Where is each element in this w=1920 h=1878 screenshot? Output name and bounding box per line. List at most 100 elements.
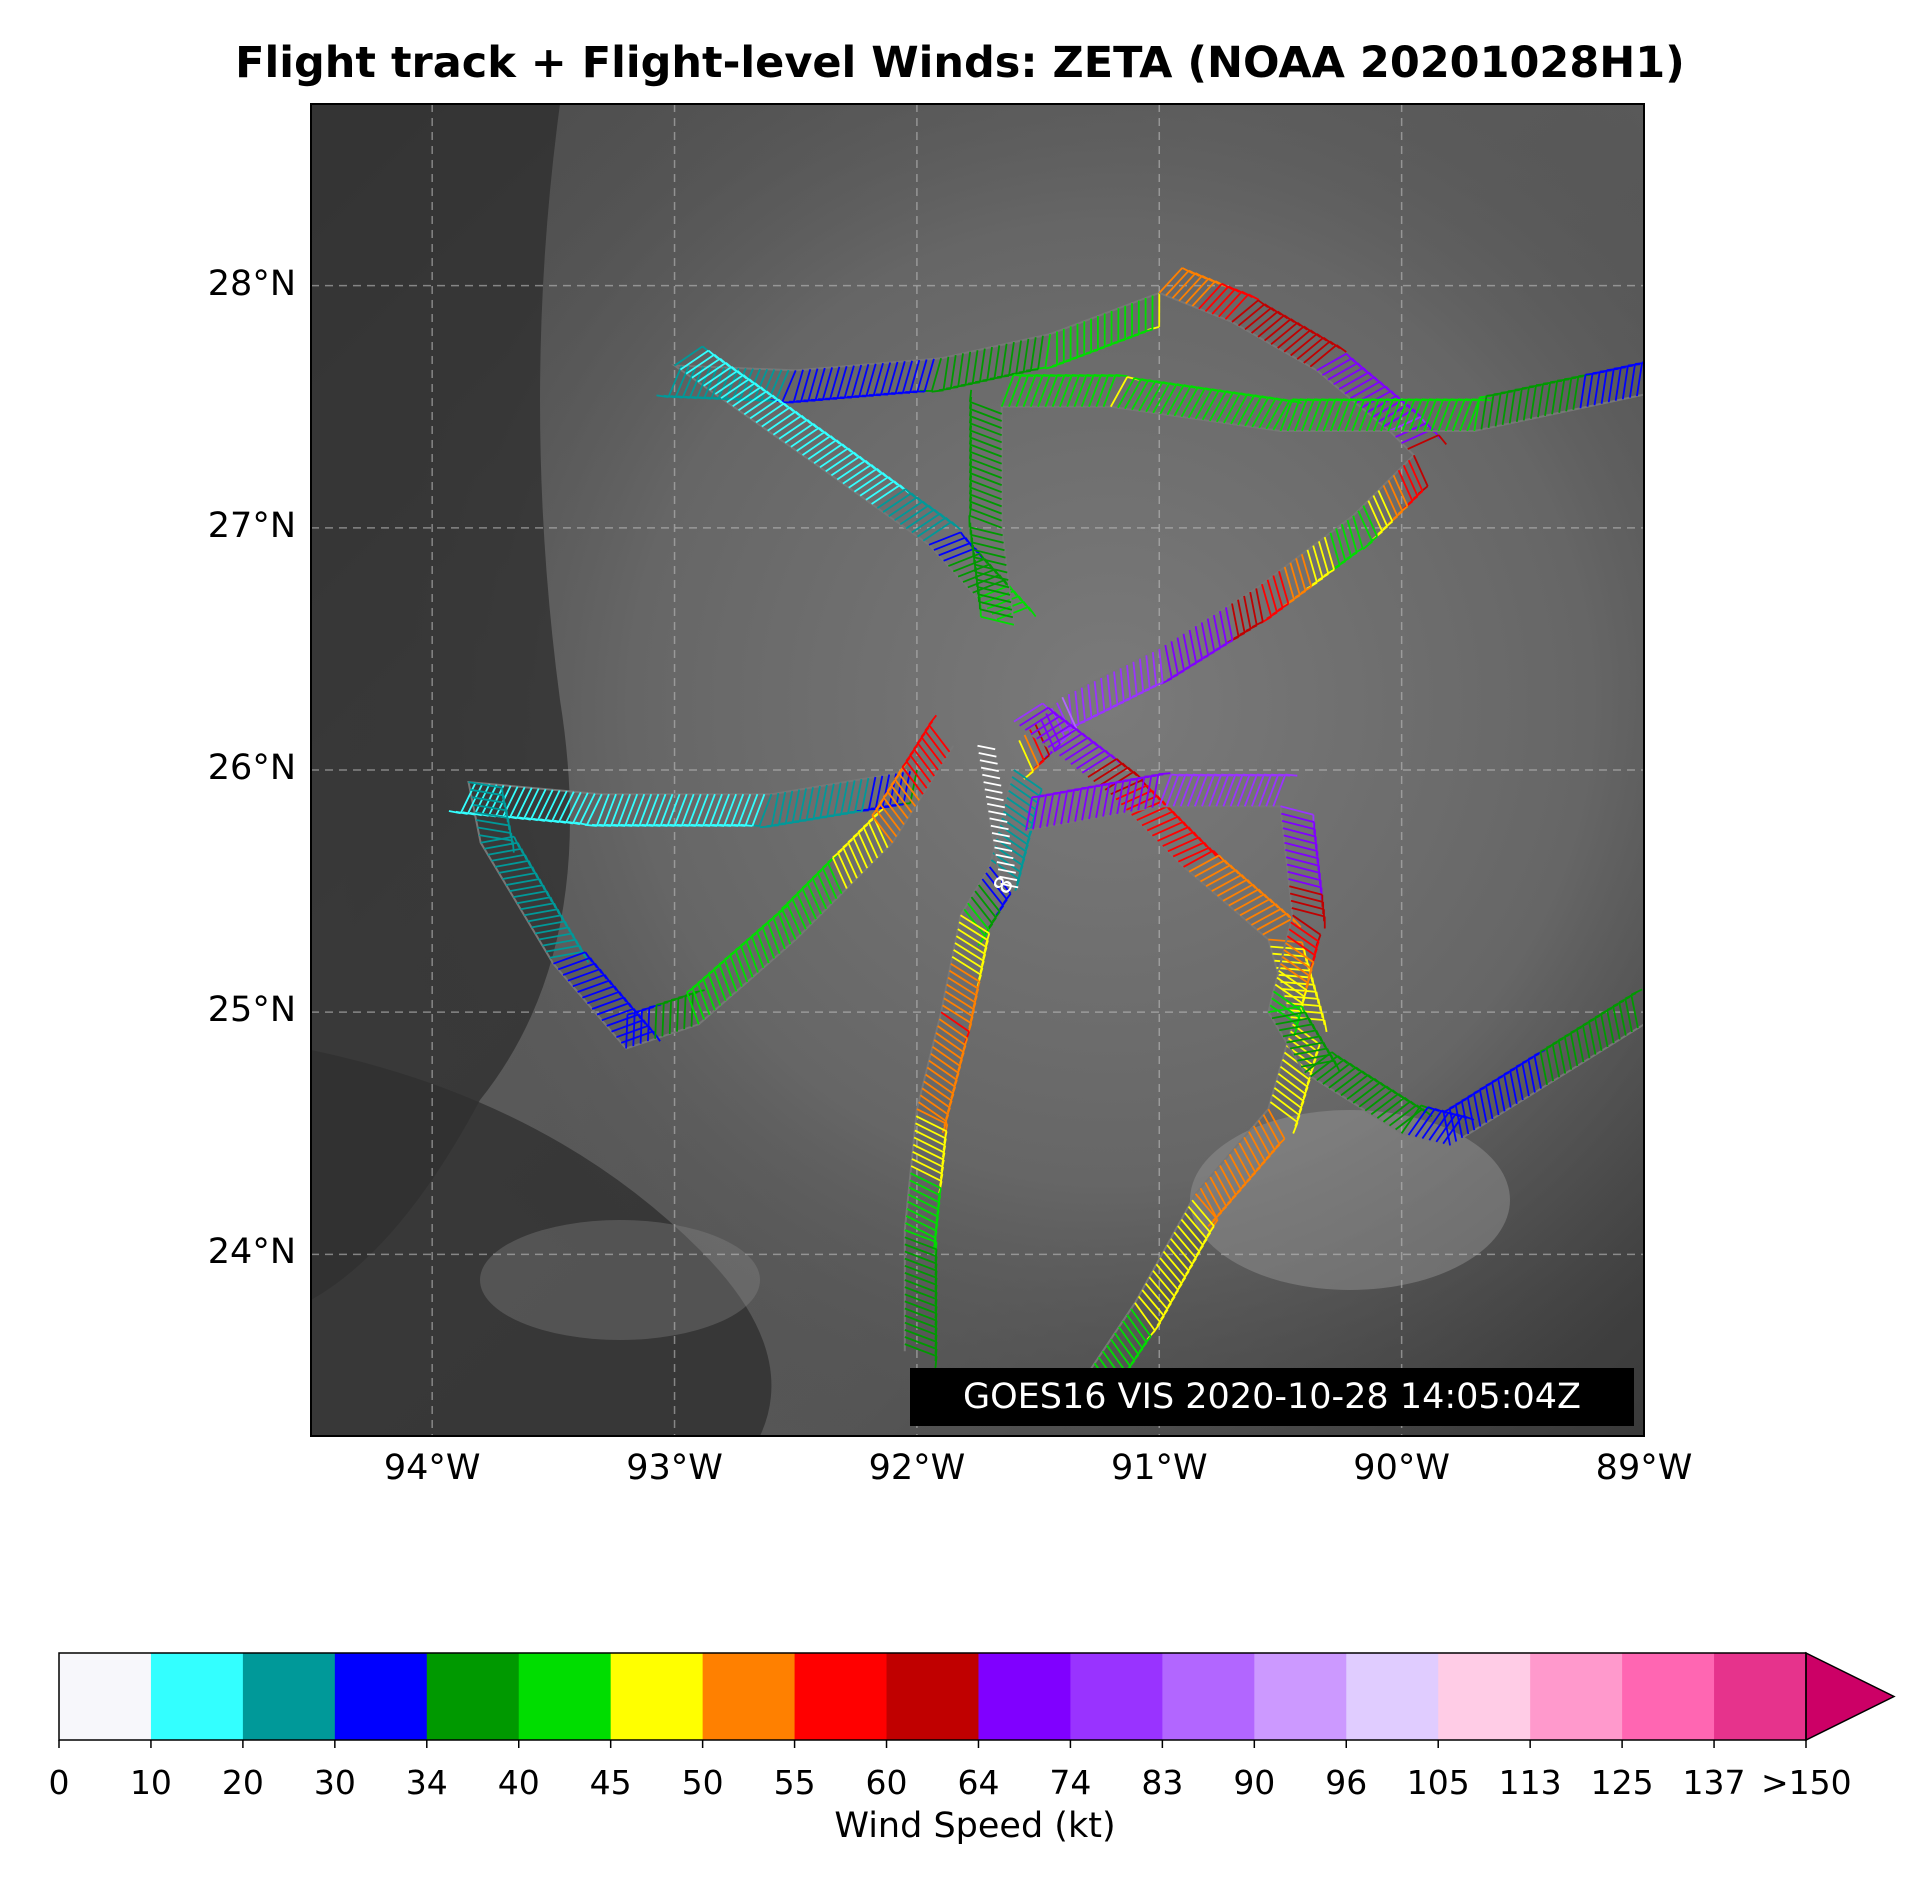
wind-barb xyxy=(1106,674,1112,709)
wind-barb xyxy=(1029,374,1044,408)
wind-barb xyxy=(933,536,966,551)
wind-barb xyxy=(1126,665,1132,699)
wind-barb xyxy=(1289,892,1324,903)
wind-barb xyxy=(1229,774,1244,807)
wind-barb xyxy=(979,759,998,765)
track-line xyxy=(1000,393,1644,625)
wind-barb xyxy=(1286,1035,1321,1044)
wind-barb xyxy=(475,819,510,827)
wind-barb xyxy=(1278,969,1308,991)
wind-barb xyxy=(1629,363,1636,398)
wind-barb xyxy=(1225,607,1234,641)
wind-barb xyxy=(1282,827,1317,838)
wind-barb xyxy=(897,772,920,801)
wind-barb xyxy=(1322,398,1337,432)
wind-barb xyxy=(813,443,843,464)
wind-barb xyxy=(716,793,730,827)
wind-barb xyxy=(480,835,515,844)
wind-barb xyxy=(1304,1051,1333,1074)
wind-barb xyxy=(860,777,870,812)
wind-barb xyxy=(874,775,884,810)
wind-barb xyxy=(1080,687,1086,722)
wind-barb xyxy=(1308,398,1323,432)
track-segment-north-loop-west xyxy=(656,291,1161,626)
wind-barb xyxy=(1166,1244,1190,1272)
wind-barb xyxy=(801,435,832,456)
wind-barb xyxy=(1224,293,1250,320)
wind-barb xyxy=(1283,834,1317,845)
wind-barb xyxy=(969,400,1003,415)
wind-barb xyxy=(772,414,803,436)
wind-barb xyxy=(1337,398,1351,432)
wind-barb xyxy=(558,791,575,823)
wind-barb xyxy=(743,394,773,416)
wind-barb xyxy=(1109,781,1118,816)
wind-barb xyxy=(1382,1100,1412,1123)
wind-barb xyxy=(964,351,972,386)
wind-barb xyxy=(1437,398,1452,432)
colorbar-frame xyxy=(58,1652,1807,1741)
wind-barb xyxy=(946,983,976,1004)
wind-barb xyxy=(1487,394,1495,429)
wind-barb xyxy=(967,902,990,931)
wind-barb xyxy=(894,778,917,807)
wind-barb xyxy=(952,558,986,573)
wind-barb xyxy=(1185,277,1210,305)
wind-barb xyxy=(1401,398,1416,432)
wind-barb xyxy=(1025,796,1034,831)
wind-barb xyxy=(986,346,993,381)
wind-barb xyxy=(842,463,872,485)
wind-barb xyxy=(933,1039,963,1061)
wind-barb xyxy=(913,1136,945,1154)
wind-barb xyxy=(1293,1047,1328,1056)
wind-barb xyxy=(1340,524,1353,558)
wind-barb xyxy=(881,774,891,809)
wind-barb xyxy=(1271,1011,1306,1020)
lat-tick-label: 27°N xyxy=(207,505,296,546)
wind-barb xyxy=(616,1024,649,1039)
wind-barb xyxy=(806,882,823,915)
wind-barb xyxy=(1191,280,1216,307)
wind-barb xyxy=(1338,371,1370,390)
wind-barb xyxy=(1214,1170,1233,1202)
wind-barb xyxy=(1588,1021,1597,1055)
wind-barb xyxy=(1485,1085,1494,1120)
wind-barb-flag xyxy=(1014,879,1021,892)
colorbar-tick-label: 83 xyxy=(1141,1763,1184,1802)
wind-barb xyxy=(915,1115,948,1133)
wind-barb xyxy=(586,793,603,826)
wind-barb xyxy=(978,752,997,758)
wind-barb xyxy=(923,1080,953,1102)
wind-barb xyxy=(1074,788,1083,822)
wind-barb xyxy=(1098,766,1129,787)
wind-barb xyxy=(994,846,1013,852)
wind-barb xyxy=(1367,500,1384,532)
wind-barb xyxy=(1272,399,1291,431)
wind-barb xyxy=(1285,942,1315,964)
wind-barb xyxy=(513,890,547,898)
wind-barb xyxy=(1188,854,1220,873)
wind-barb xyxy=(1151,652,1158,687)
wind-barb xyxy=(1303,340,1331,364)
wind-barb xyxy=(1243,774,1258,807)
wind-barb xyxy=(1480,395,1488,430)
wind-barb xyxy=(1408,398,1423,432)
wind-barb xyxy=(1024,711,1055,731)
wind-barb xyxy=(685,353,715,375)
wind-barb xyxy=(1557,1039,1567,1074)
wind-barb xyxy=(472,803,507,812)
wind-barb xyxy=(837,852,853,884)
wind-barb xyxy=(878,802,901,832)
wind-barb xyxy=(791,897,807,930)
colorbar-segment xyxy=(242,1653,336,1740)
wind-barb xyxy=(1394,398,1409,432)
wind-barb xyxy=(1250,907,1282,926)
wind-barb xyxy=(1251,774,1265,807)
wind-barb-flag xyxy=(448,810,461,815)
wind-barb xyxy=(1288,928,1318,950)
colorbar-tick-label: 113 xyxy=(1498,1763,1562,1802)
colorbar-segment xyxy=(610,1653,704,1740)
wind-barb xyxy=(1215,774,1230,807)
wind-barb xyxy=(971,350,979,385)
wind-barb xyxy=(1095,784,1104,818)
